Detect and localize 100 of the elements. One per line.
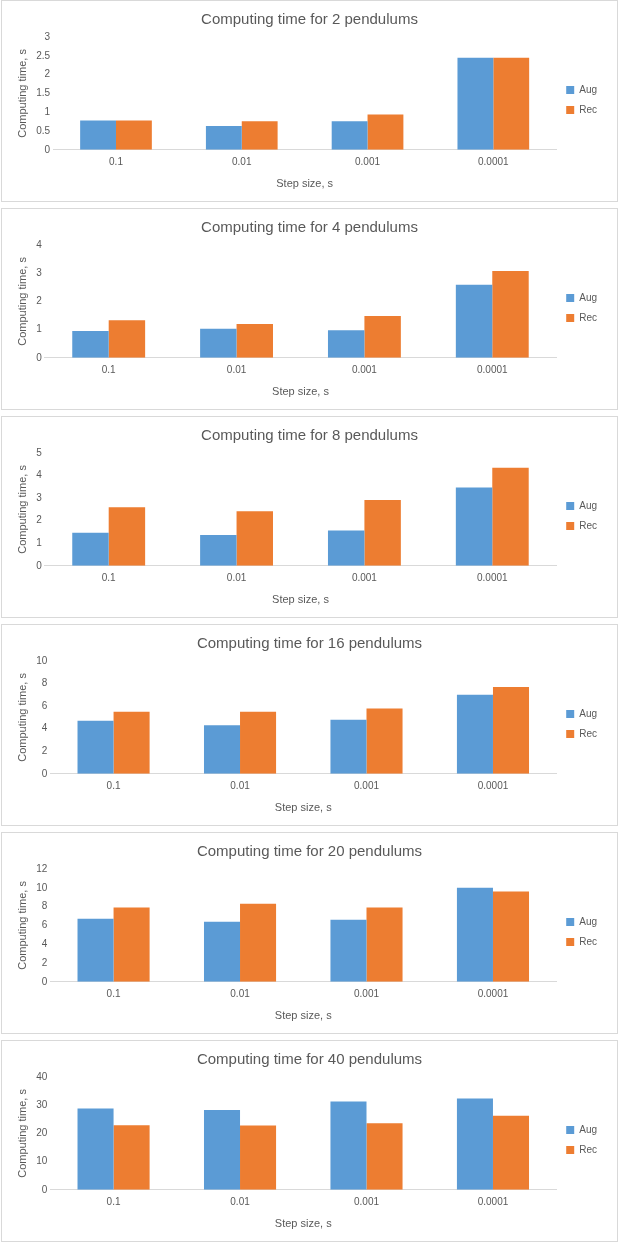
x-axis-title: Step size, s (272, 593, 330, 606)
bar (331, 121, 368, 150)
bar (366, 1123, 403, 1190)
x-axis-title: Step size, s (274, 1009, 333, 1022)
bar (241, 121, 278, 150)
bar (330, 1101, 367, 1190)
bar (72, 331, 109, 358)
bar (492, 686, 530, 774)
bar (240, 711, 277, 774)
legend-label: Aug (579, 499, 597, 511)
x-tick-label: 0.1 (101, 363, 117, 375)
y-tick-label: 4 (41, 937, 48, 949)
y-axis-title: Computing time, s (15, 48, 28, 138)
bar (455, 284, 493, 358)
legend-label: Rec (579, 1143, 597, 1155)
y-tick-label: 10 (36, 881, 48, 893)
bar (236, 323, 273, 358)
x-tick-label: 0.01 (230, 779, 251, 791)
bar (492, 270, 529, 358)
bar (456, 1098, 493, 1190)
x-tick-label: 0.01 (232, 155, 252, 167)
chart-title: Computing time for 40 pendulums (196, 1050, 423, 1068)
x-tick-label: 0.01 (226, 571, 247, 583)
x-tick-label: 0.1 (106, 1195, 121, 1207)
y-tick-label: 5 (36, 446, 43, 458)
bar (330, 719, 367, 774)
x-tick-label: 0.001 (351, 571, 378, 583)
bar (456, 694, 493, 774)
bar (113, 711, 150, 774)
bar (203, 1109, 241, 1190)
y-tick-label: 0.5 (36, 124, 51, 136)
bar (492, 467, 529, 566)
bar (203, 921, 241, 982)
y-tick-label: 2 (44, 68, 51, 80)
y-tick-label: 0 (41, 975, 48, 987)
y-tick-label: 0 (41, 767, 48, 779)
legend-label: Rec (579, 935, 597, 947)
y-tick-label: 0 (41, 1183, 48, 1195)
bar (113, 1125, 150, 1190)
y-tick-label: 40 (36, 1070, 48, 1082)
x-tick-label: 0.1 (106, 987, 121, 999)
bar (236, 511, 273, 566)
x-tick-label: 0.1 (109, 155, 124, 167)
x-tick-label: 0.001 (353, 987, 380, 999)
y-tick-label: 2.5 (36, 49, 51, 61)
y-tick-label: 8 (41, 677, 48, 689)
y-tick-label: 30 (36, 1098, 48, 1110)
chart-title: Computing time for 4 pendulums (201, 218, 418, 236)
chart-title: Computing time for 2 pendulums (201, 10, 418, 28)
bar (72, 532, 109, 566)
y-tick-label: 1 (44, 105, 51, 117)
x-tick-label: 0.1 (101, 571, 117, 583)
bar (115, 120, 152, 150)
legend-label: Rec (579, 311, 597, 323)
y-tick-label: 6 (41, 919, 48, 931)
bar (367, 114, 404, 150)
y-tick-label: 1 (36, 536, 43, 548)
y-axis-title: Computing time, s (15, 256, 28, 346)
legend-label: Aug (579, 83, 597, 95)
y-tick-label: 8 (41, 900, 48, 912)
bar (456, 887, 493, 982)
y-tick-label: 10 (36, 1155, 48, 1167)
y-axis-title: Computing time, s (15, 880, 28, 970)
y-tick-label: 2 (36, 514, 43, 526)
bar (108, 320, 146, 358)
bar (457, 57, 494, 150)
y-tick-label: 0 (36, 559, 43, 571)
y-tick-label: 10 (36, 654, 48, 666)
bar (330, 919, 367, 982)
legend-label: Aug (579, 707, 597, 719)
x-tick-label: 0.001 (351, 363, 378, 375)
legend-label: Rec (579, 727, 597, 739)
x-tick-label: 0.0001 (476, 363, 508, 375)
bar (205, 126, 242, 150)
y-axis-title: Computing time, s (15, 464, 28, 554)
x-tick-label: 0.001 (355, 155, 381, 167)
bar (200, 534, 237, 566)
y-tick-label: 4 (36, 238, 43, 250)
legend-label: Aug (579, 915, 597, 927)
y-tick-label: 4 (36, 469, 43, 481)
bar (327, 330, 365, 358)
bar (203, 725, 241, 774)
x-axis-title: Step size, s (276, 177, 334, 190)
bar (200, 328, 237, 358)
y-tick-label: 1.5 (36, 87, 51, 99)
x-axis-title: Step size, s (272, 385, 330, 398)
y-tick-label: 0 (36, 351, 43, 363)
bar (108, 507, 146, 566)
y-tick-label: 4 (41, 722, 48, 734)
x-tick-label: 0.01 (230, 987, 251, 999)
bar (77, 918, 114, 982)
bar (455, 487, 493, 566)
y-tick-label: 3 (36, 491, 43, 503)
y-tick-label: 2 (41, 744, 48, 756)
y-tick-label: 2 (41, 956, 48, 968)
x-tick-label: 0.0001 (478, 155, 510, 167)
y-tick-label: 20 (36, 1127, 48, 1139)
bar (77, 1108, 114, 1190)
chart-title: Computing time for 20 pendulums (196, 842, 423, 860)
bar (80, 120, 116, 150)
